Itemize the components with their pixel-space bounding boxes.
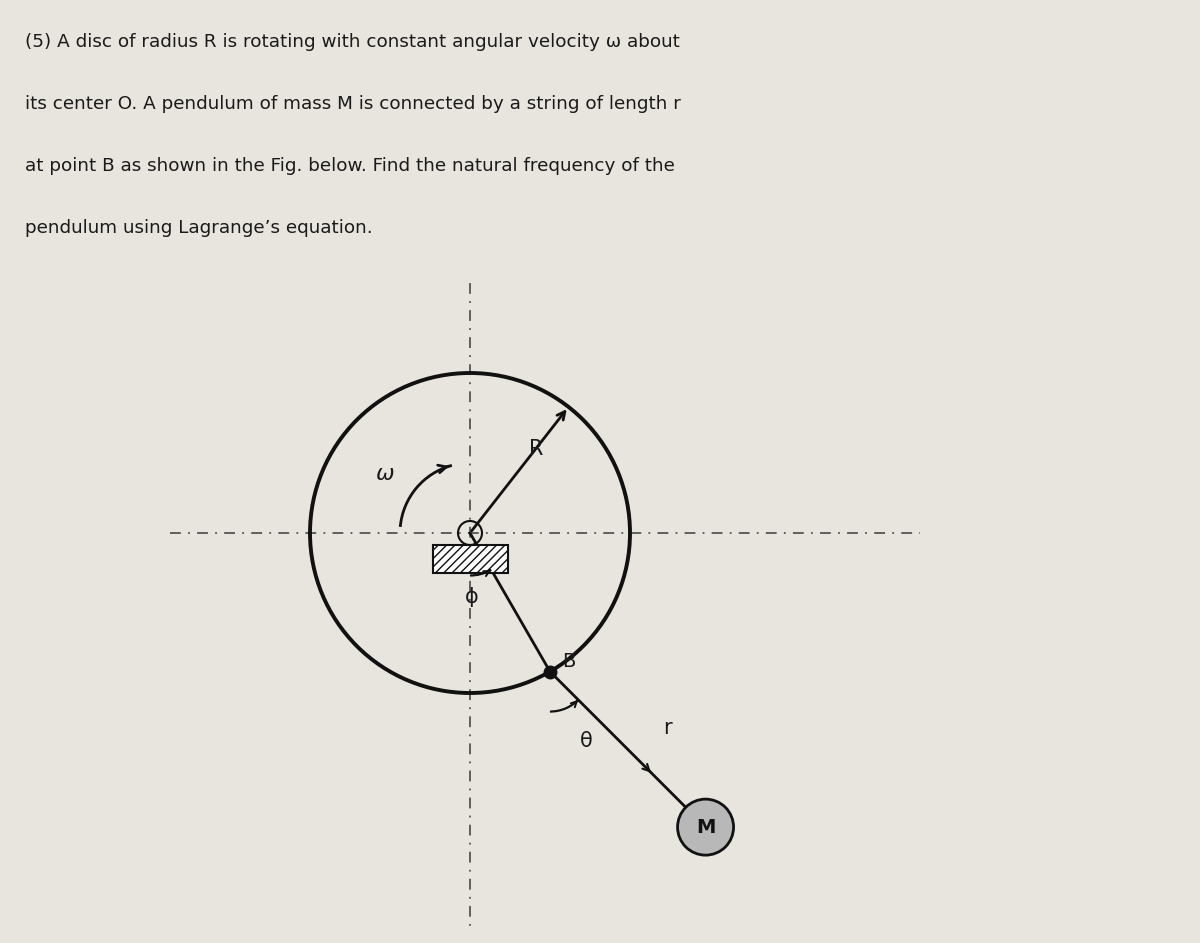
Text: M: M (696, 818, 715, 836)
Text: at point B as shown in the Fig. below. Find the natural frequency of the: at point B as shown in the Fig. below. F… (25, 157, 674, 175)
Text: its center O. A pendulum of mass M is connected by a string of length r: its center O. A pendulum of mass M is co… (25, 95, 680, 113)
Text: ϕ: ϕ (466, 587, 479, 607)
Text: B: B (562, 652, 575, 670)
Text: θ: θ (580, 731, 593, 751)
Text: r: r (662, 719, 672, 738)
Text: ω: ω (376, 464, 394, 484)
Bar (432, 545, 508, 573)
Text: R: R (529, 438, 544, 459)
Circle shape (678, 799, 733, 855)
Text: pendulum using Lagrange’s equation.: pendulum using Lagrange’s equation. (25, 219, 373, 237)
Text: (5) A disc of radius R is rotating with constant angular velocity ω about: (5) A disc of radius R is rotating with … (25, 33, 680, 51)
